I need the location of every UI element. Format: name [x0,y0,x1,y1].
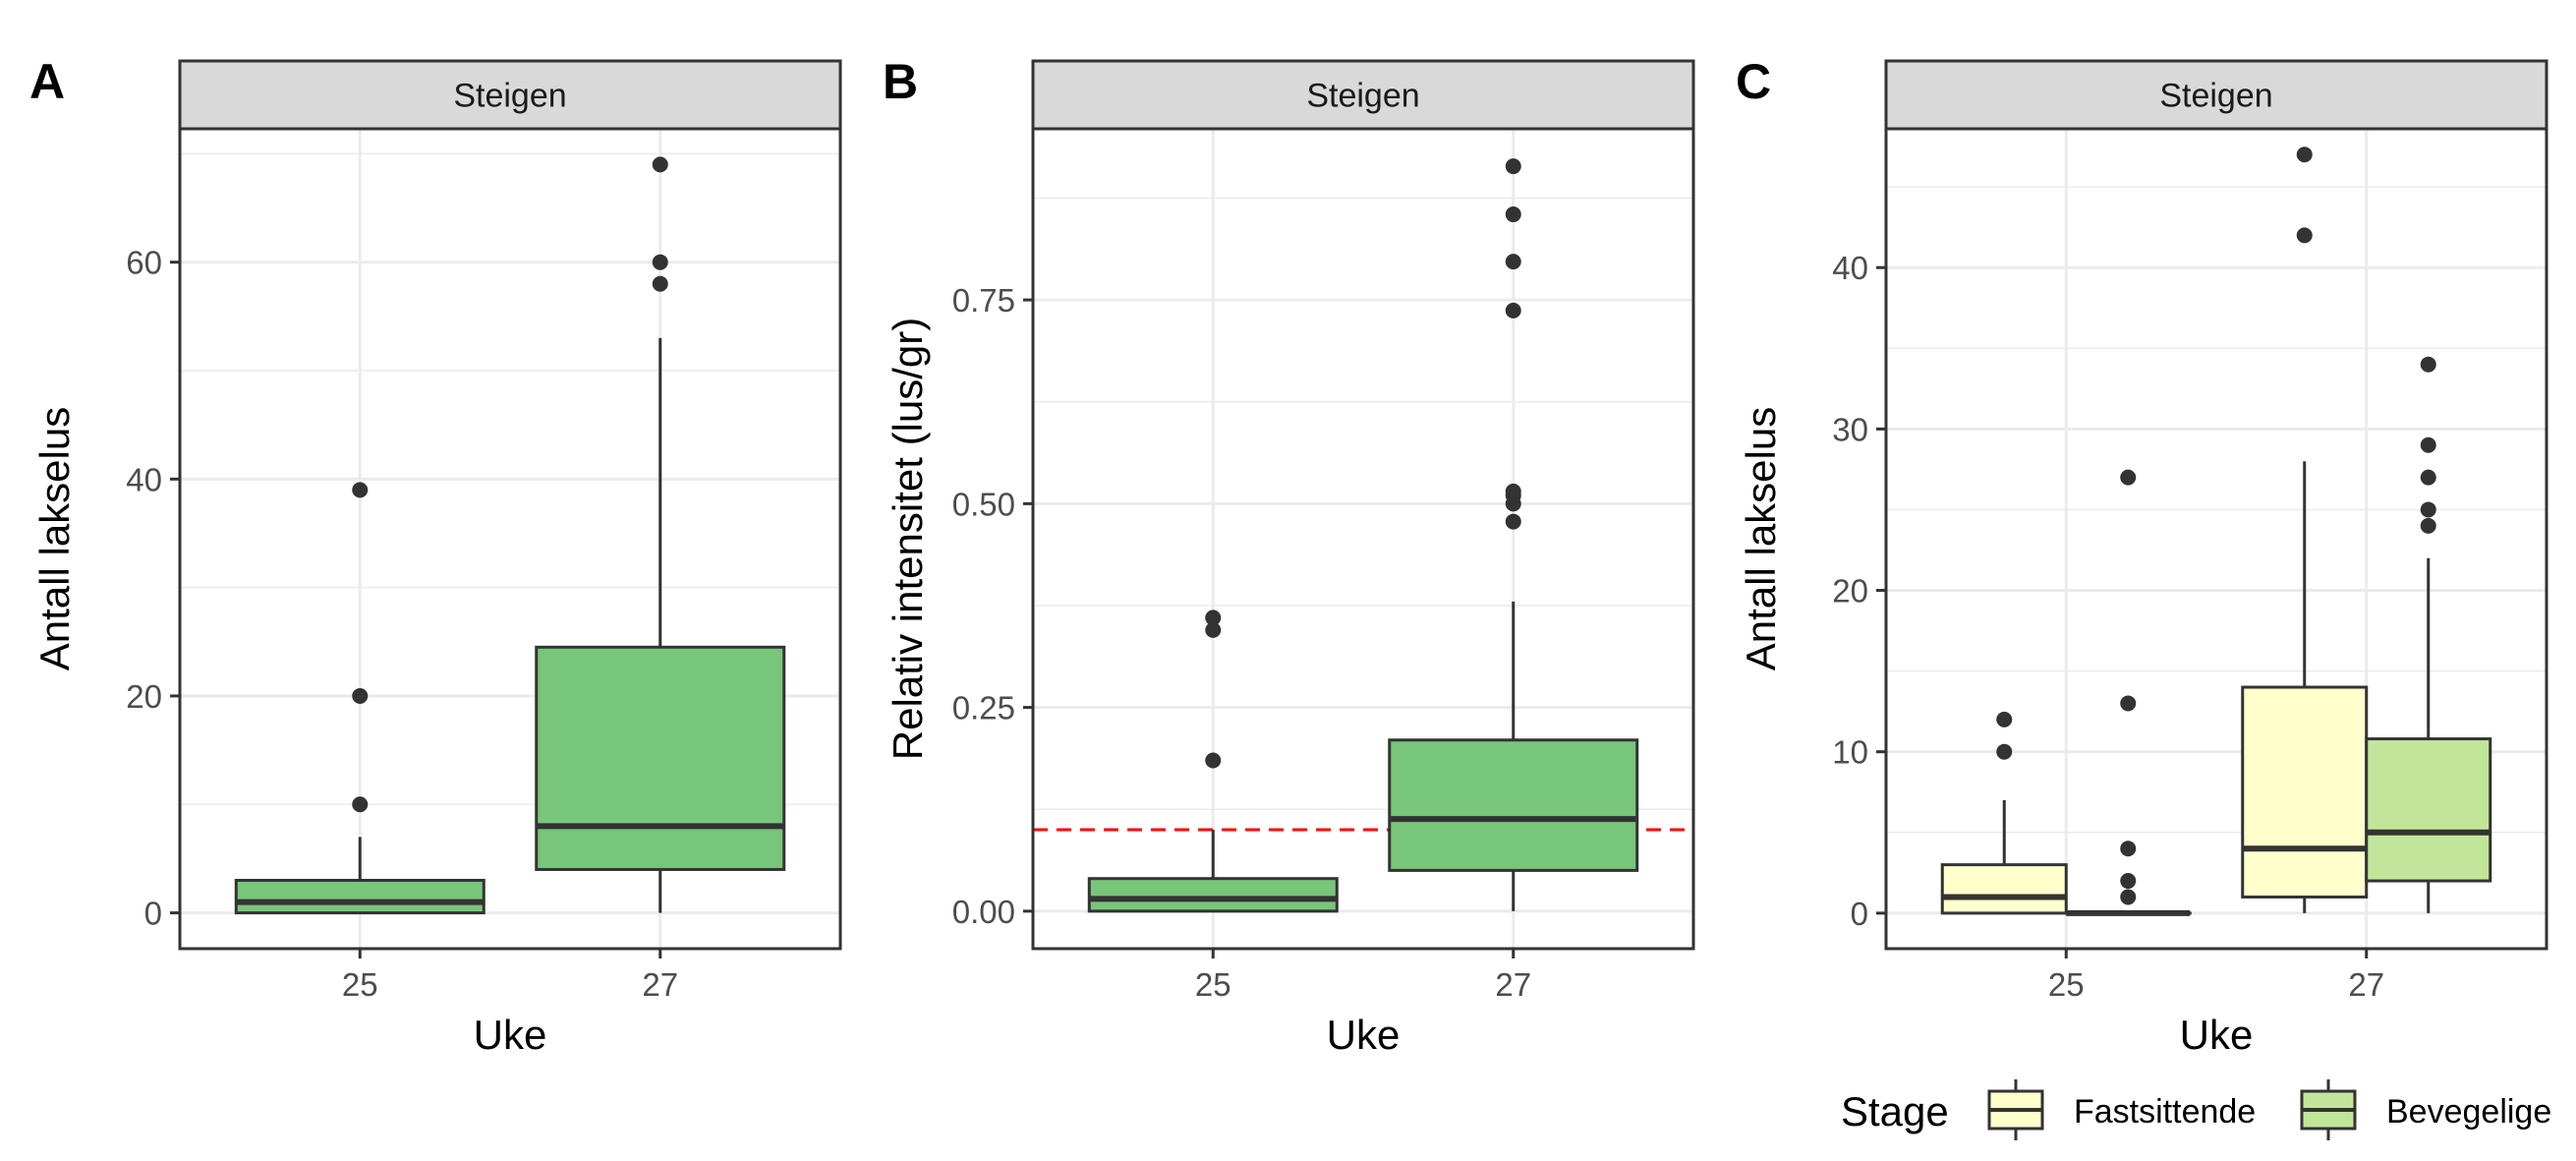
legend-item-bevegelige: Bevegelige [2302,1079,2551,1140]
panel-tag: A [29,54,65,109]
outlier-point [2120,873,2136,889]
outlier-point [1996,744,2012,760]
y-tick-label: 0 [1851,896,1868,932]
legend-label: Bevegelige [2386,1093,2551,1131]
y-tick-label: 0 [144,896,162,932]
y-tick-label: 60 [126,245,162,281]
outlier-point [2297,227,2313,243]
y-tick-label: 0.25 [952,690,1015,726]
x-tick-label: 27 [2348,966,2384,1003]
legend-label: Fastsittende [2074,1093,2256,1131]
x-tick-label: 25 [2048,966,2085,1003]
box-rect [236,881,484,913]
outlier-point [1506,303,1521,319]
y-tick-label: 40 [126,461,162,497]
x-axis-title: Uke [1327,1012,1401,1058]
outlier-point [653,156,668,172]
y-tick-label: 0.00 [952,894,1015,930]
legend-title: Stage [1841,1088,1949,1134]
outlier-point [1506,206,1521,222]
outlier-point [1996,712,2012,727]
y-axis-title: Antall lakselus [31,407,78,670]
facet-strip-label: Steigen [453,78,566,115]
outlier-point [2421,357,2436,373]
outlier-point [2120,470,2136,486]
y-axis-title: Antall lakselus [1738,407,1784,670]
facet-strip-label: Steigen [1306,78,1419,115]
x-tick-label: 27 [1495,966,1531,1003]
outlier-point [1506,158,1521,174]
facet-strip-label: Steigen [2159,78,2272,115]
outlier-point [352,688,368,704]
y-tick-label: 20 [126,678,162,715]
box-rect [1089,879,1337,911]
y-tick-label: 20 [1832,573,1868,610]
outlier-point [1506,514,1521,530]
y-tick-label: 0.50 [952,486,1015,522]
y-tick-label: 40 [1832,250,1868,286]
box-rect [537,647,784,869]
box-rect [1390,740,1637,871]
x-tick-label: 25 [1195,966,1231,1003]
outlier-point [2120,889,2136,904]
box-rect [2367,739,2490,881]
outlier-point [1506,254,1521,269]
legend-item-fastsittende: Fastsittende [1989,1079,2256,1140]
outlier-point [653,255,668,270]
outlier-point [2120,841,2136,856]
outlier-point [2421,470,2436,486]
x-tick-label: 27 [642,966,678,1003]
x-axis-title: Uke [474,1012,547,1058]
y-tick-label: 10 [1832,734,1868,771]
outlier-point [2421,501,2436,517]
box-rect [2243,687,2367,897]
y-axis-title: Relativ intensitet (lus/gr) [885,318,931,761]
outlier-point [352,482,368,497]
outlier-point [2421,518,2436,534]
panel-c: Steigen 0 10 20 30 40 25 27 Uke Antall lakselus C [1736,54,2547,1058]
panel-a: Steigen 0 20 40 60 25 27 Uke Antall lakselus A [29,54,840,1058]
panel-b: Steigen 0.00 0.25 0.50 0.75 25 27 Uke Relativ in… [883,54,1693,1058]
x-tick-label: 25 [342,966,378,1003]
panel-tag: B [883,54,918,109]
x-axis-title: Uke [2180,1012,2254,1058]
outlier-point [1506,484,1521,499]
outlier-point [2421,437,2436,453]
outlier-point [2120,695,2136,711]
y-tick-label: 30 [1832,411,1868,447]
outlier-point [352,796,368,812]
outlier-point [653,276,668,292]
outlier-point [1205,752,1221,768]
y-tick-label: 0.75 [952,282,1015,319]
panel-tag: C [1736,54,1771,109]
legend: Stage Fastsittende Bevegelige [1841,1079,2551,1140]
outlier-point [1205,610,1221,625]
outlier-point [2297,146,2313,162]
box-rect [1942,865,2066,913]
